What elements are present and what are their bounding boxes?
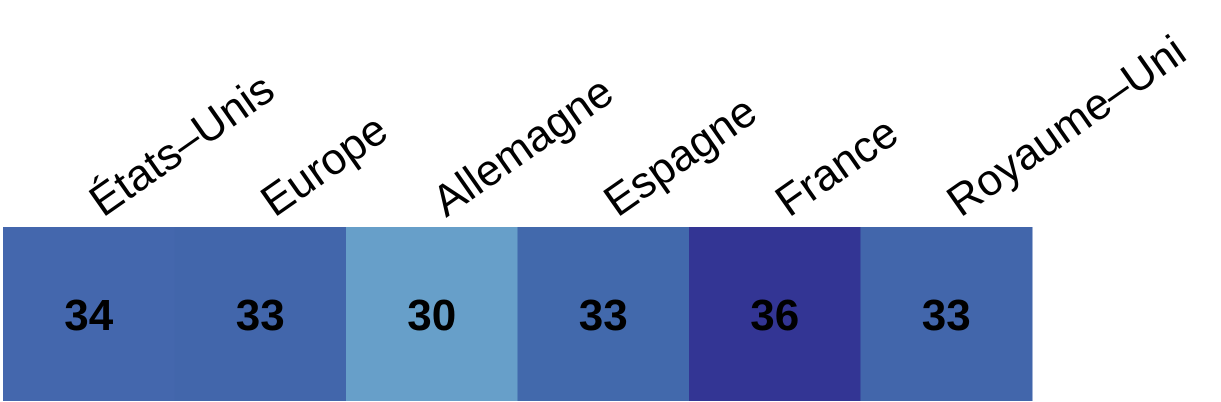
cell-value-label: 36 [750, 291, 799, 340]
heatmap-cell [517, 227, 690, 401]
heatmap-cell [860, 227, 1033, 401]
category-tick-label: Allemagne [424, 67, 622, 226]
cell-value-label: 33 [236, 291, 285, 340]
cell-value-label: 33 [579, 291, 628, 340]
category-tick-label: Royaume–Uni [938, 26, 1194, 226]
category-tick-label: Europe [252, 105, 396, 227]
cell-value-label: 33 [922, 291, 971, 340]
category-tick-label: États–Unis [81, 64, 283, 226]
cell-value-label: 30 [407, 291, 456, 340]
heatmap-cell [346, 227, 518, 401]
heatmap-cells: 34 33 30 33 36 33 [3, 227, 1033, 401]
heatmap-cell [689, 227, 861, 401]
heatmap-cell [174, 227, 347, 401]
heatmap-cell [3, 227, 175, 401]
cell-value-label: 34 [64, 291, 113, 340]
category-tick-label: France [767, 107, 907, 226]
